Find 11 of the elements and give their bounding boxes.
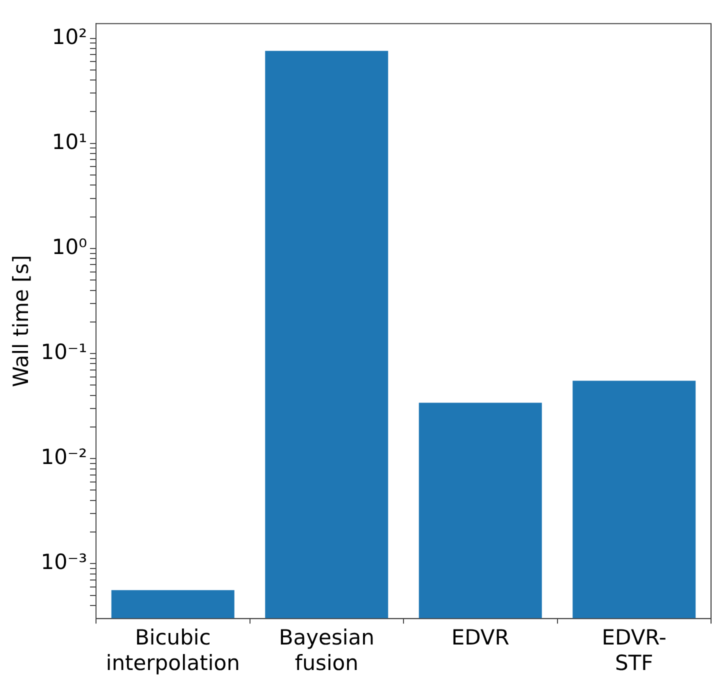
y-axis-title: Wall time [s]: [9, 255, 34, 388]
x-tick-label: EDVR: [451, 626, 510, 650]
x-tick-label: EDVR-STF: [602, 626, 667, 675]
y-tick-label: 10²: [52, 24, 87, 49]
y-tick-label: 10⁻³: [40, 550, 87, 574]
y-tick-label: 10¹: [52, 130, 87, 154]
y-tick-label: 10⁻²: [40, 445, 87, 470]
y-tick-label: 10⁰: [52, 234, 87, 259]
y-tick-label: 10⁻¹: [40, 340, 87, 364]
x-tick-label: Bicubic interpolation: [106, 626, 240, 675]
x-tick-label: Bayesian fusion: [278, 626, 374, 675]
